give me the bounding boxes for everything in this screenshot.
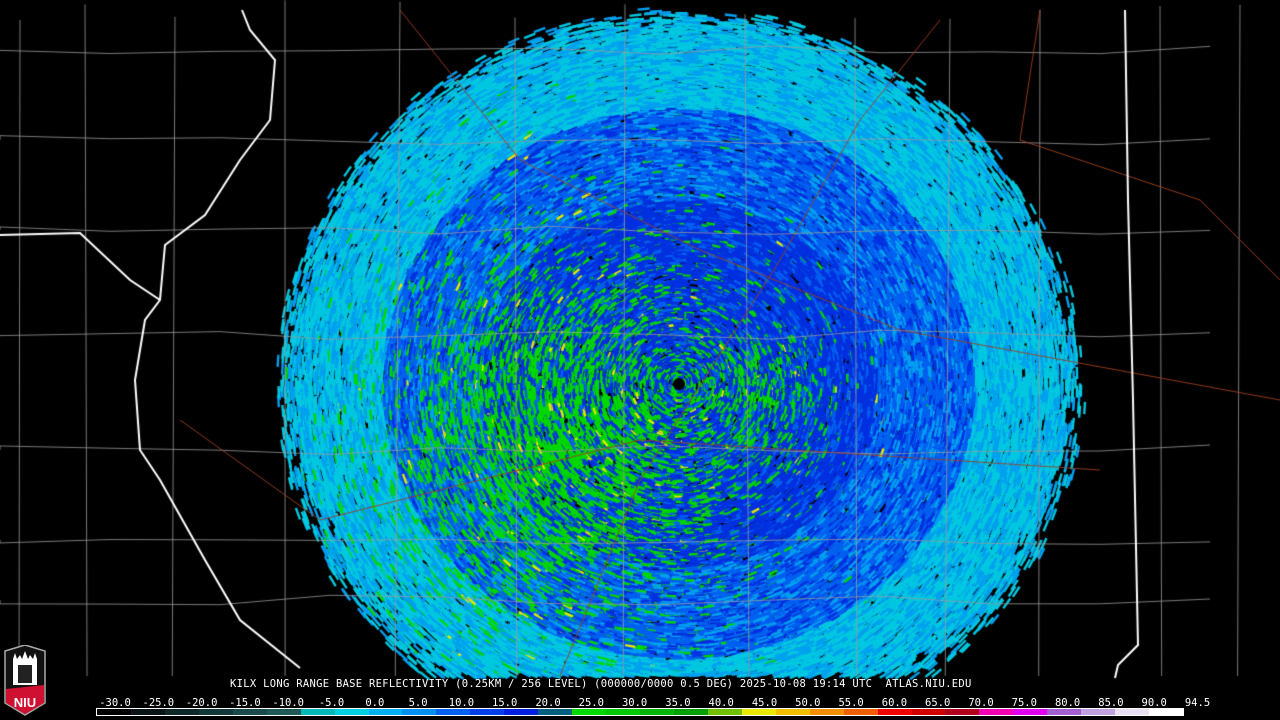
colorbar-label: 10.0 — [448, 697, 475, 709]
colorbar-label: 20.0 — [535, 697, 561, 709]
colorbar-label: 60.0 — [881, 697, 908, 709]
colorbar-label: -5.0 — [318, 697, 345, 709]
colorbar-swatch — [334, 709, 369, 715]
colorbar-swatch — [266, 709, 301, 715]
colorbar-label: 35.0 — [665, 697, 691, 709]
colorbar-label: -15.0 — [229, 697, 261, 709]
colorbar-label: 30.0 — [621, 697, 648, 709]
colorbar-swatch — [402, 709, 437, 715]
colorbar-swatch — [707, 709, 742, 715]
logo-text: NIU — [14, 695, 36, 710]
colorbar-label: 5.0 — [408, 697, 428, 709]
colorbar-swatch — [945, 709, 980, 715]
colorbar-swatch — [1115, 709, 1150, 715]
product-title: KILX LONG RANGE BASE REFLECTIVITY (0.25K… — [230, 678, 972, 690]
colorbar-swatch — [741, 709, 776, 715]
colorbar-swatch — [673, 709, 708, 715]
colorbar-label: 75.0 — [1011, 697, 1037, 709]
colorbar-swatch — [504, 709, 539, 715]
colorbar-swatch — [1013, 709, 1048, 715]
colorbar-label: 70.0 — [968, 697, 994, 709]
colorbar-label: 90.0 — [1141, 697, 1167, 709]
colorbar-swatch — [640, 709, 674, 715]
colorbar-swatch — [97, 709, 131, 715]
colorbar-label: 55.0 — [838, 697, 864, 709]
colorbar-label: 80.0 — [1054, 697, 1081, 709]
colorbar-swatch — [809, 709, 844, 715]
colorbar-label: 85.0 — [1098, 697, 1124, 709]
colorbar-label: 40.0 — [708, 697, 734, 709]
colorbar-label: 65.0 — [925, 697, 951, 709]
colorbar-swatch — [470, 709, 505, 715]
colorbar-swatch — [775, 709, 810, 715]
colorbar-swatch — [368, 709, 403, 715]
colorbar-swatch — [606, 709, 640, 715]
colorbar-swatch — [164, 709, 199, 715]
colorbar-swatch — [911, 709, 946, 715]
colorbar-swatch — [300, 709, 335, 715]
colorbar-swatch — [538, 709, 573, 715]
colorbar-label: 94.5 — [1184, 697, 1211, 709]
colorbar-label: -20.0 — [185, 697, 218, 709]
colorbar-label: -10.0 — [272, 697, 304, 709]
niu-logo: NIU — [4, 645, 46, 716]
colorbar-label: 15.0 — [492, 697, 518, 709]
colorbar-swatch — [1149, 709, 1183, 715]
colorbar — [96, 708, 1184, 716]
colorbar-swatch — [1081, 709, 1116, 715]
colorbar-label: -25.0 — [142, 697, 175, 709]
colorbar-swatch — [436, 709, 471, 715]
colorbar-swatch — [1047, 709, 1082, 715]
colorbar-swatch — [877, 709, 912, 715]
colorbar-label: -30.0 — [99, 697, 131, 709]
colorbar-label: 25.0 — [578, 697, 604, 709]
colorbar-swatch — [843, 709, 878, 715]
colorbar-swatch — [572, 709, 607, 715]
colorbar-swatch — [979, 709, 1014, 715]
colorbar-label: 50.0 — [795, 697, 821, 709]
colorbar-label: 0.0 — [365, 697, 385, 709]
colorbar-swatch — [130, 709, 165, 715]
colorbar-swatch — [232, 709, 267, 715]
colorbar-labels: -30.0 -25.0 -20.0 -15.0 -10.0 -5.0 0.0 5.0 10.0 1… — [0, 697, 1280, 709]
colorbar-swatch — [198, 709, 233, 715]
colorbar-label: 45.0 — [751, 697, 778, 709]
